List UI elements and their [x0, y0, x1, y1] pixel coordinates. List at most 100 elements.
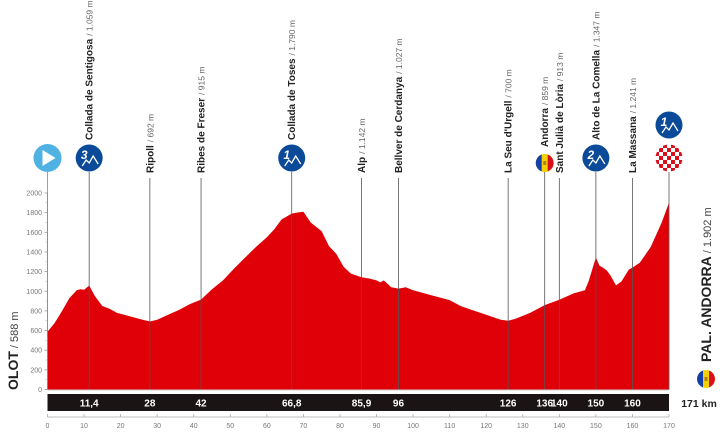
x-tick-label: 30	[153, 423, 161, 430]
waypoint-name: Collada de Sentigosa	[85, 38, 96, 140]
checker-square	[659, 164, 663, 168]
waypoint-elevation: / 700 m	[504, 69, 514, 97]
km-band-label: 140	[551, 399, 568, 410]
start-name: OLOT	[5, 351, 21, 390]
kom-category-1-icon: 1	[278, 144, 306, 172]
checker-square	[655, 168, 659, 172]
finish-label: PAL. ANDORRA / 1.902 m	[698, 207, 714, 362]
waypoint-name: La Seu d'Urgell	[504, 100, 515, 173]
finish-checkered-flag-icon	[655, 144, 683, 172]
waypoint-elevation: / 1.059 m	[85, 0, 95, 35]
profile-area	[47, 202, 669, 391]
waypoint-elevation: / 1.241 m	[628, 78, 638, 113]
checker-square	[675, 156, 679, 160]
kom-category-1-icon: 1	[655, 111, 683, 139]
x-tick-label: 80	[336, 423, 344, 430]
x-tick-label: 40	[190, 423, 198, 430]
kom-circle	[655, 111, 683, 139]
waypoint-name: Sant Julià de Lòria	[555, 84, 566, 173]
flag-coat	[704, 377, 708, 381]
start-play-icon	[33, 144, 62, 172]
waypoint-label: Sant Julià de Lòria / 913 m	[555, 53, 566, 173]
km-band-label: 136	[536, 399, 553, 410]
y-tick-label: 200	[30, 367, 42, 374]
x-tick-label: 90	[373, 423, 381, 430]
kom-circle	[278, 144, 306, 172]
waypoint-name: Collada de Toses	[287, 58, 298, 140]
checker-square	[679, 152, 683, 156]
waypoint-elevation: / 913 m	[555, 53, 565, 81]
km-band-label: 126	[500, 399, 517, 410]
x-tick-label: 120	[480, 423, 492, 430]
km-band-label: 11,4	[80, 399, 99, 410]
waypoint-name: Ripoll	[145, 145, 156, 173]
kom-circle	[75, 144, 103, 172]
kom-category-number: 1	[661, 115, 668, 129]
y-tick-label: 1200	[26, 269, 42, 276]
mountain-icon	[81, 154, 99, 167]
waypoint-elevation: / 1.347 m	[591, 12, 601, 47]
x-tick-label: 130	[517, 423, 529, 430]
waypoint-label: Collada de Sentigosa / 1.059 m	[85, 0, 96, 140]
x-tick-label: 160	[627, 423, 639, 430]
total-distance: 171 km	[681, 398, 717, 410]
checker-square	[675, 148, 679, 152]
waypoint-name: Alp	[357, 157, 368, 173]
start-elevation: / 588 m	[9, 311, 21, 348]
y-tick-label: 800	[30, 308, 42, 315]
checker-square	[671, 160, 675, 164]
kom-category-number: 2	[587, 148, 595, 162]
waypoint-name: Andorra	[540, 108, 551, 147]
waypoint-label: La Seu d'Urgell / 700 m	[504, 69, 515, 173]
km-band-label: 66,8	[282, 399, 302, 410]
km-band-label: 150	[588, 399, 605, 410]
play-triangle	[42, 150, 56, 166]
waypoint-label: La Massana / 1.241 m	[628, 78, 639, 173]
flag-red	[709, 370, 715, 388]
x-tick-label: 60	[263, 423, 271, 430]
waypoint-label: Andorra / 859 m	[540, 77, 551, 147]
checker-square	[655, 152, 659, 156]
waypoint-elevation: / 1.142 m	[357, 118, 367, 153]
y-tick-label: 1400	[26, 249, 42, 256]
y-tick-label: 1800	[26, 210, 42, 217]
checker-square	[671, 168, 675, 172]
start-finish-labels: OLOT / 588 m PAL. ANDORRA / 1.902 m 171 km	[5, 207, 717, 410]
flag-blue	[697, 370, 703, 388]
kom-category-number: 1	[283, 148, 290, 162]
checker-square	[655, 160, 659, 164]
km-band-label: 96	[393, 399, 405, 410]
y-tick-label: 1000	[26, 289, 42, 296]
y-tick-label: 2000	[26, 191, 42, 198]
y-axis: 0 200 400 600 800 1000 1200 1400 1600 1800 2000	[26, 191, 48, 394]
y-tick-label: 600	[30, 328, 42, 335]
checker-square	[667, 164, 671, 168]
mountain-icon	[661, 121, 679, 134]
flag-blue	[535, 154, 542, 172]
waypoint-label: Bellver de Cerdanya / 1.027 m	[394, 38, 405, 173]
kom-category-number: 3	[81, 148, 88, 162]
finish-elevation: / 1.902 m	[702, 207, 714, 253]
checker-square	[671, 144, 675, 148]
waypoint-label: Collada de Toses / 1.790 m	[287, 20, 298, 140]
y-tick-label: 0	[38, 387, 42, 394]
kom-category-3-icon: 3	[75, 144, 103, 172]
km-band-bar	[47, 394, 669, 411]
andorra-flag-icon	[535, 154, 554, 172]
waypoint-label: Alto de La Comella / 1.347 m	[591, 12, 602, 140]
x-tick-label: 0	[46, 423, 50, 430]
flag-coat	[543, 161, 547, 165]
checker-square	[663, 152, 667, 156]
waypoint-name: Bellver de Cerdanya	[394, 76, 405, 173]
x-tick-label: 110	[444, 423, 455, 430]
andorra-flag-icon	[697, 370, 715, 388]
km-band-label: 85,9	[352, 399, 372, 410]
checker-square	[663, 168, 667, 172]
elevation-profile	[47, 202, 669, 390]
flag-red	[547, 154, 554, 172]
waypoint-label: Ribes de Freser / 915 m	[197, 67, 208, 173]
x-tick-label: 50	[226, 423, 234, 430]
x-tick-label: 10	[80, 423, 88, 430]
finish-name: PAL. ANDORRA	[698, 256, 714, 362]
